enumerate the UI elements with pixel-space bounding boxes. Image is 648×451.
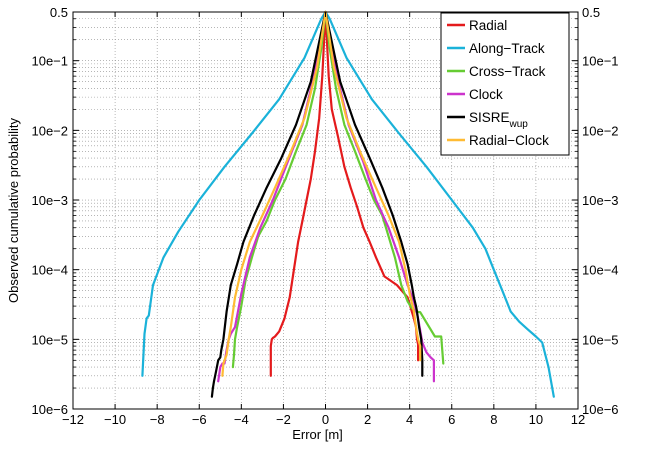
tick-labels: −12 −10 −8 −6 −4 −2 0 2 4 6 8 10 12 0.5 0.5 10e−1 10e−1 1… (31, 5, 618, 427)
x-tick-label: −4 (234, 412, 249, 427)
series-line-cross-track (231, 10, 445, 369)
x-tick-label: 0 (322, 412, 329, 427)
y-tick-label-right: 0.5 (582, 5, 600, 20)
x-tick-label: −12 (62, 412, 84, 427)
series-layer (141, 10, 555, 398)
y-tick-label-left: 10e−4 (31, 263, 68, 278)
x-tick-label: 6 (448, 412, 455, 427)
legend-label: SISREwup (469, 110, 528, 130)
x-tick-label: 8 (490, 412, 497, 427)
y-tick-label-right: 10e−3 (582, 193, 619, 208)
y-tick-label-right: 10e−1 (582, 54, 619, 69)
x-tick-label: 2 (364, 412, 371, 427)
x-tick-label: 10 (529, 412, 543, 427)
x-tick-label: −6 (192, 412, 207, 427)
x-axis-label: Error [m] (292, 427, 343, 442)
axis-ticks (72, 11, 579, 410)
series-line-along-track (141, 10, 555, 398)
legend-label: Along−Track (469, 41, 545, 56)
legend: Radial Along−Track Cross−Track Clock SISREwu… (440, 12, 570, 156)
x-tick-label: −10 (104, 412, 126, 427)
series-line-radial (269, 10, 420, 377)
legend-label: Radial−Clock (469, 133, 549, 148)
major-gridlines (73, 12, 578, 409)
legend-label: Cross−Track (469, 64, 546, 79)
y-tick-label-right: 10e−5 (582, 332, 619, 347)
y-axis-label: Observed cumulative probability (6, 118, 21, 303)
legend-label: Clock (469, 87, 503, 102)
legend-label: Radial (469, 18, 507, 33)
y-tick-label-left: 10e−3 (31, 193, 68, 208)
x-tick-label: −2 (276, 412, 291, 427)
y-tick-label-left: 10e−1 (31, 54, 68, 69)
y-tick-label-left: 10e−6 (31, 402, 68, 417)
series-line-sisre-wup (210, 10, 424, 398)
x-tick-label: −8 (150, 412, 165, 427)
x-tick-label: 4 (406, 412, 413, 427)
legend-box (440, 12, 570, 156)
y-tick-label-right: 10e−6 (582, 402, 619, 417)
y-tick-label-left: 10e−2 (31, 123, 68, 138)
x-tick-label: 12 (571, 412, 585, 427)
y-tick-label-left: 0.5 (50, 5, 68, 20)
series-line-radial-clock (221, 10, 422, 377)
y-tick-label-right: 10e−4 (582, 263, 619, 278)
y-tick-label-left: 10e−5 (31, 332, 68, 347)
y-tick-label-right: 10e−2 (582, 123, 619, 138)
